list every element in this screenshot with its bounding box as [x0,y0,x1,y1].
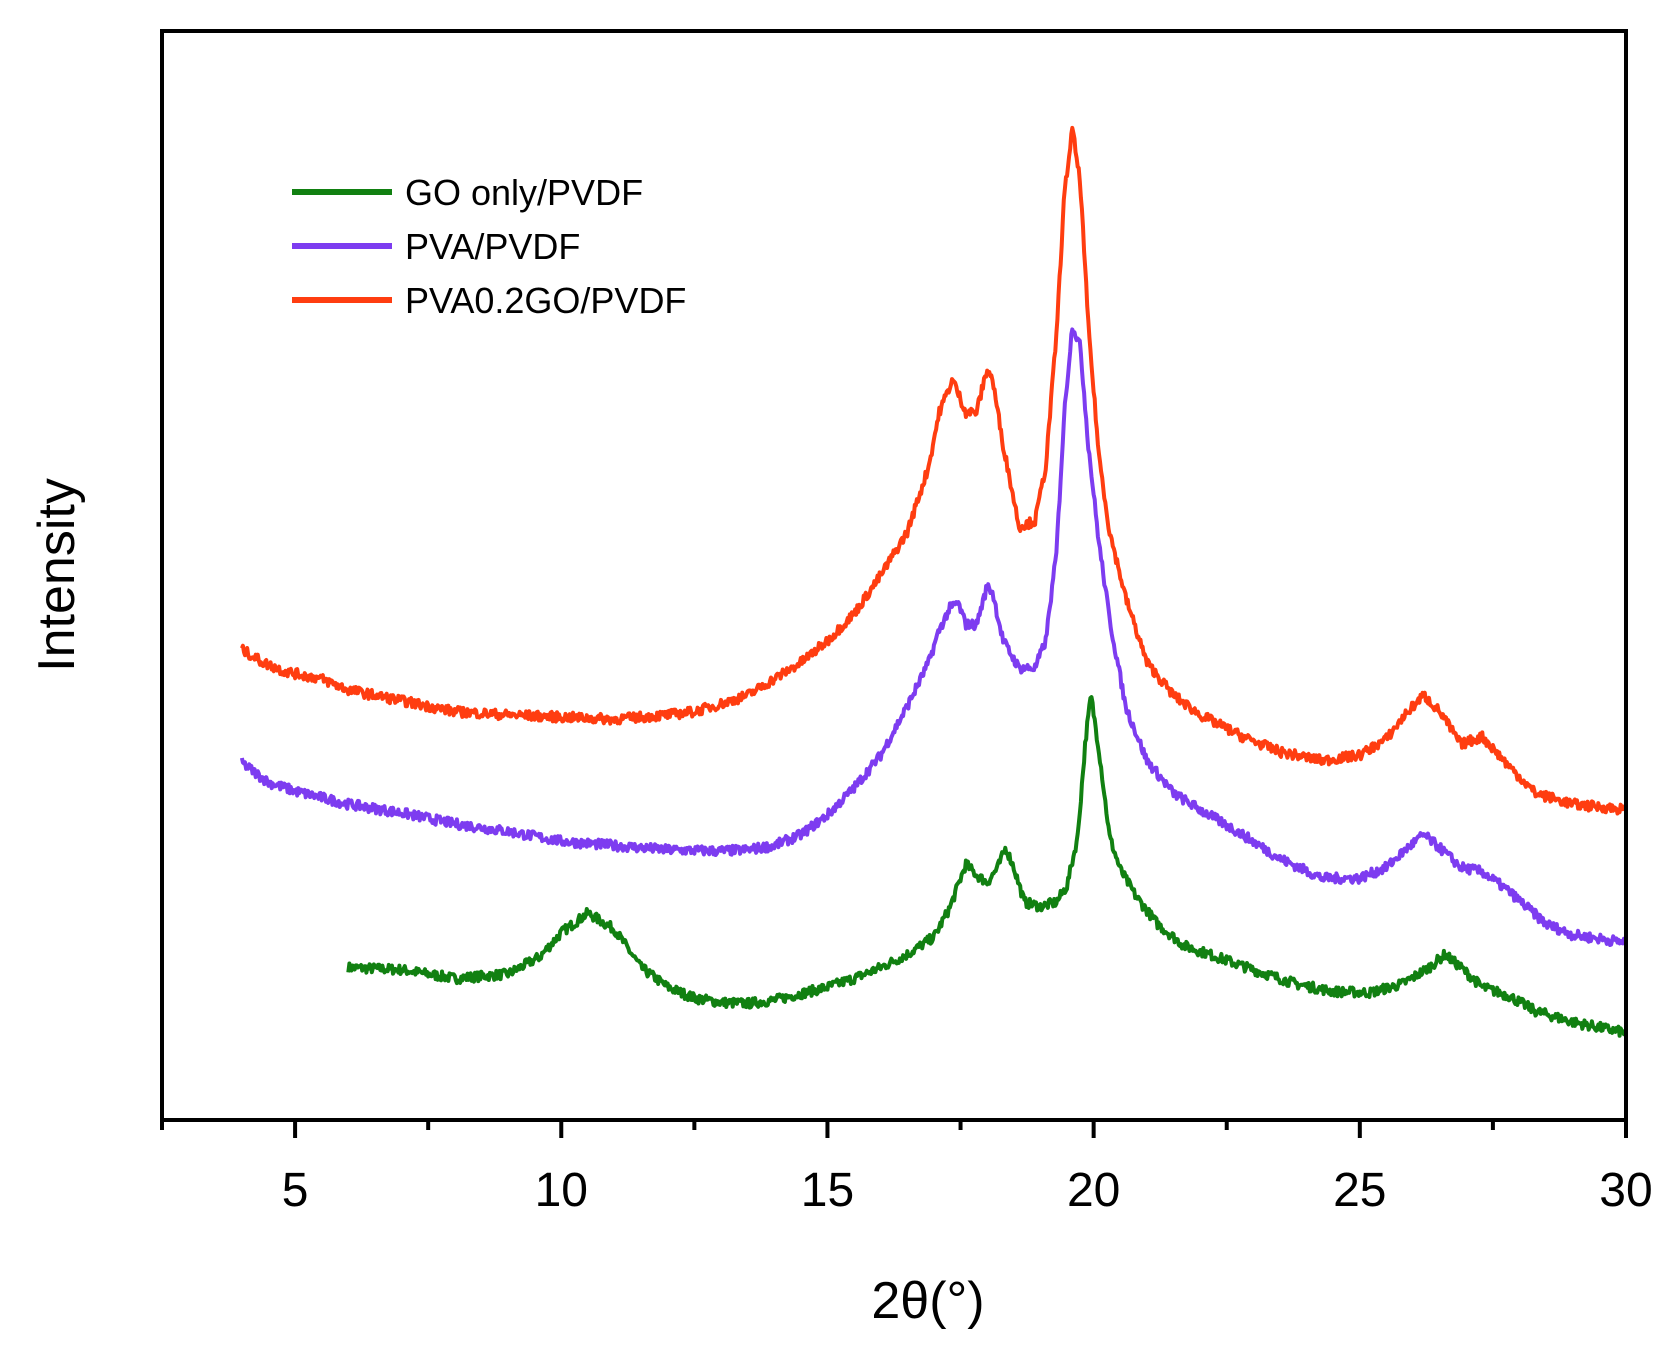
plot-frame [160,29,1628,1122]
x-tick-label-4: 25 [1333,1164,1386,1217]
legend-label-pva: PVA/PVDF [405,226,580,267]
legend: GO only/PVDF PVA/PVDF PVA0.2GO/PVDF [292,172,686,321]
x-tick-label-1: 10 [535,1164,588,1217]
legend-label-go-only: GO only/PVDF [405,172,643,213]
x-tick-label-2: 15 [801,1164,854,1217]
x-tick-label-3: 20 [1067,1164,1120,1217]
x-tick-label-5: 30 [1599,1164,1652,1217]
x-tick-label-0: 5 [282,1164,309,1217]
legend-label-pva-go: PVA0.2GO/PVDF [405,280,686,321]
x-axis-ticks: 5 10 15 20 25 30 [160,1120,1653,1217]
y-axis-title: Intensity [28,478,86,672]
series-line-0 [346,695,1628,1038]
series-layer [239,125,1628,1038]
series-line-2 [240,125,1628,816]
x-axis-title: 2θ(°) [871,1272,984,1330]
series-line-1 [239,327,1628,947]
